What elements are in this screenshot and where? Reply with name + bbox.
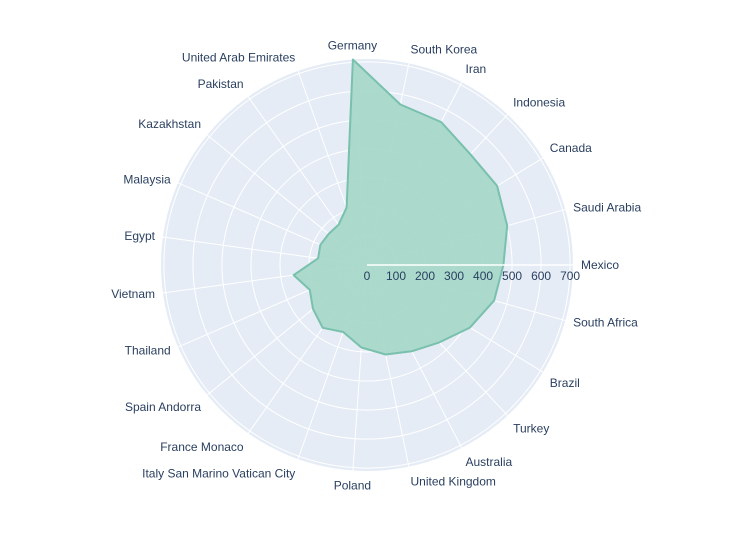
category-labels: Mexico Saudi Arabia Canada Indonesia Iran Sou… [111, 39, 641, 493]
radial-tick-label: 600 [531, 269, 551, 283]
category-label-south-korea: South Korea [411, 43, 478, 57]
category-label-thailand: Thailand [125, 343, 171, 357]
category-label-malaysia: Malaysia [123, 173, 171, 187]
category-label-iran: Iran [466, 62, 487, 76]
category-label-indonesia: Indonesia [513, 96, 565, 110]
category-label-kazakhstan: Kazakhstan [138, 117, 201, 131]
radial-tick-label: 500 [502, 269, 522, 283]
category-label-saudi-arabia: Saudi Arabia [573, 200, 641, 214]
radial-tick-label: 400 [473, 269, 493, 283]
series-layer [292, 58, 509, 356]
category-label-mexico: Mexico [581, 258, 619, 272]
radial-tick-label: 200 [415, 269, 435, 283]
category-label-united-kingdom: United Kingdom [411, 475, 496, 489]
radial-tick-labels: 0 100 200 300 400 500 600 700 [364, 264, 580, 283]
category-label-france-monaco: France Monaco [160, 440, 244, 454]
category-label-australia: Australia [466, 455, 513, 469]
radial-tick-label: 0 [364, 269, 371, 283]
category-label-turkey: Turkey [513, 421, 549, 435]
category-label-united-arab-emirates: United Arab Emirates [182, 50, 295, 64]
category-label-canada: Canada [550, 141, 592, 155]
series-area [292, 58, 509, 356]
category-label-vietnam: Vietnam [111, 287, 155, 301]
category-label-south-africa: South Africa [573, 316, 638, 330]
radial-tick-label: 700 [560, 269, 580, 283]
category-label-italy-san-marino-vatican-city: Italy San Marino Vatican City [142, 467, 295, 481]
radial-tick-label: 100 [386, 269, 406, 283]
category-label-spain-andorra: Spain Andorra [125, 400, 201, 414]
category-label-egypt: Egypt [124, 229, 155, 243]
category-label-pakistan: Pakistan [198, 77, 244, 91]
radial-tick-label: 300 [444, 269, 464, 283]
category-label-germany: Germany [328, 39, 377, 53]
category-label-brazil: Brazil [550, 376, 580, 390]
category-label-poland: Poland [334, 479, 371, 493]
